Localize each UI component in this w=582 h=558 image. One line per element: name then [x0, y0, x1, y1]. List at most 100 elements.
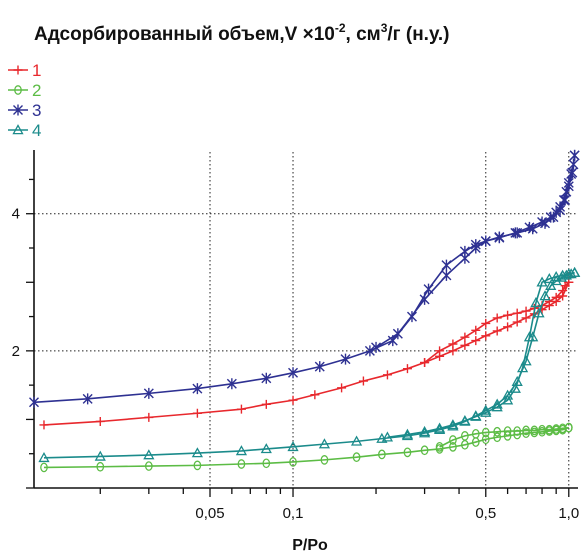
- series-3-point: [340, 353, 351, 365]
- series-4-point: [447, 419, 459, 430]
- series-3-point: [569, 149, 580, 161]
- series-4-point: [401, 428, 414, 439]
- series-4-adsorption-line: [43, 271, 575, 459]
- axes: 0,05 0,1 0,5 1,0 2 4: [12, 150, 579, 522]
- y-tick-label: 2: [12, 343, 20, 360]
- series-1-point: [481, 318, 491, 328]
- series-4-point: [523, 331, 536, 342]
- series-2-adsorption-line: [43, 426, 570, 469]
- series-1-point: [192, 408, 202, 418]
- series-2-point: [493, 432, 502, 443]
- series-1-point: [521, 306, 531, 316]
- series-3-point: [392, 328, 403, 340]
- series-1-point: [358, 376, 368, 386]
- series-4-point: [38, 451, 50, 463]
- series-4-point: [143, 449, 155, 460]
- series-1-point: [402, 364, 412, 374]
- series-4-point: [480, 406, 492, 417]
- legend-marker: [13, 104, 23, 116]
- series-3-point: [563, 180, 574, 192]
- series-1-point: [144, 412, 154, 422]
- series-4-point: [459, 414, 471, 426]
- legend-item-1: 1: [8, 61, 41, 80]
- series-3-point: [560, 194, 571, 206]
- x-tick-label: 0,1: [283, 505, 304, 522]
- series-4-point: [545, 279, 557, 290]
- series-4-point: [287, 441, 299, 452]
- series-2-point: [538, 424, 546, 435]
- title-exponent: -2: [335, 21, 346, 35]
- title-unit-exponent: 3: [381, 21, 388, 35]
- series-2-point: [378, 449, 386, 460]
- series-4-point: [502, 394, 514, 405]
- series-1-point: [512, 308, 522, 318]
- series-1-point: [503, 310, 513, 320]
- series-2-point: [493, 426, 502, 437]
- series-3-point: [470, 242, 481, 254]
- series-1-point: [420, 358, 430, 368]
- series-3-point: [226, 378, 237, 390]
- series-4-point: [563, 268, 575, 279]
- series-1-point: [448, 339, 458, 349]
- series-1-point: [512, 317, 522, 327]
- legend-item-2: 2: [8, 81, 41, 100]
- title-prefix: Адсорбированный объем,V ×10: [34, 24, 335, 45]
- series-1-adsorption-line: [43, 281, 570, 426]
- series-3-point: [192, 383, 203, 395]
- series-2-point: [545, 424, 554, 435]
- series-2-point: [503, 426, 512, 436]
- series-2: [40, 422, 573, 473]
- series-1: [39, 277, 574, 430]
- chart-title: Адсорбированный объем,V ×10-2, см3/г (н.…: [34, 21, 449, 45]
- series-1-point: [236, 404, 246, 414]
- title-suffix: /г (н.у.): [387, 24, 449, 45]
- series-1-point: [435, 346, 445, 356]
- series-4-point: [491, 401, 503, 412]
- series-4-point: [260, 443, 272, 454]
- series-3-point: [314, 361, 325, 373]
- series-4-point: [569, 266, 581, 277]
- series-2-point: [420, 445, 429, 456]
- series-1-point: [551, 292, 561, 302]
- series-1-point: [460, 332, 470, 342]
- series-2-point: [40, 462, 48, 473]
- series-3-point: [480, 235, 491, 247]
- series-3-point: [288, 367, 299, 379]
- legend-item-4: 4: [8, 121, 41, 140]
- x-tick-label: 1,0: [558, 505, 579, 522]
- series-3-point: [364, 345, 375, 357]
- series-1-point: [492, 326, 502, 336]
- series-3-point: [459, 252, 470, 264]
- series-4-point: [557, 269, 569, 280]
- series-3-point: [143, 387, 154, 399]
- series-1-point: [560, 281, 570, 291]
- series-2-point: [481, 427, 490, 438]
- series-1-point: [310, 390, 320, 400]
- series-4-point: [539, 290, 551, 301]
- series-2-point: [403, 447, 412, 458]
- title-mid: , см: [346, 24, 381, 45]
- series-1-point: [471, 336, 481, 346]
- series-2-point: [193, 460, 202, 471]
- series-1-point: [481, 331, 491, 341]
- series-4-point: [350, 435, 363, 446]
- series-4-point: [550, 270, 562, 282]
- series-2-point: [522, 428, 530, 438]
- series-2-point: [96, 461, 105, 472]
- series-3-point: [540, 217, 551, 229]
- series-4-point: [433, 422, 446, 433]
- series-2-point: [144, 461, 153, 471]
- series-1-point: [95, 416, 105, 426]
- series-2-point: [530, 425, 539, 436]
- series-3-point: [371, 341, 382, 353]
- series-3-point: [548, 211, 559, 223]
- x-tick-label: 0,05: [195, 505, 224, 522]
- series-1-point: [558, 286, 568, 296]
- y-tick-label: 4: [12, 206, 20, 223]
- series-1-point: [503, 322, 513, 332]
- legend-label: 2: [32, 81, 41, 100]
- x-axis-label: P/Po: [292, 537, 328, 554]
- series-3-point: [527, 223, 538, 235]
- series-1-point: [261, 399, 271, 409]
